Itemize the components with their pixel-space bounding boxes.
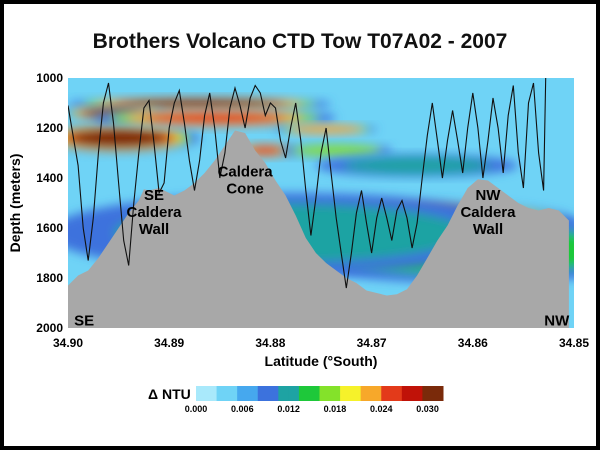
y-tick-label: 1800: [36, 271, 63, 285]
colorbar-swatch: [309, 386, 320, 401]
colorbar-swatch: [391, 386, 403, 401]
annotation-label: NW Caldera Wall: [460, 187, 516, 238]
annotation-line: Caldera: [127, 204, 183, 221]
colorbar-swatch: [340, 386, 351, 401]
annotation-line: Caldera: [460, 204, 516, 221]
y-tick-label: 1000: [36, 71, 63, 85]
turbidity-plume: [280, 143, 392, 158]
colorbar-swatch: [401, 386, 413, 401]
colorbar-swatch: [206, 386, 218, 401]
annotation-line: NW: [475, 187, 501, 204]
colorbar-swatch: [319, 386, 331, 401]
plume-contour: [143, 112, 287, 124]
colorbar-swatch: [226, 386, 238, 401]
plume-contour: [125, 100, 274, 109]
x-axis-ticks: 34.90 34.89 34.88 34.87 34.86 34.85: [53, 336, 589, 350]
y-tick-label: 1200: [36, 121, 63, 135]
annotation-label: SE: [74, 313, 94, 330]
annotation-line: Caldera: [218, 164, 274, 181]
annotation-line: SE: [144, 187, 164, 204]
colorbar-tick-label: 0.000: [185, 404, 208, 414]
colorbar-ticks: 0.000 0.006 0.012 0.018 0.024 0.030: [185, 404, 439, 414]
colorbar-swatch: [288, 386, 300, 401]
plume-contour: [300, 145, 372, 156]
colorbar-tick-label: 0.018: [324, 404, 347, 414]
colorbar-label: Δ NTU: [148, 386, 191, 402]
y-axis-label: Depth (meters): [7, 154, 23, 253]
y-tick-label: 2000: [36, 321, 63, 335]
colorbar-swatch: [298, 386, 310, 401]
colorbar-swatch: [350, 386, 362, 401]
annotation-line: NW: [544, 313, 570, 330]
x-tick-label: 34.86: [458, 336, 488, 350]
colorbar-swatch: [381, 386, 393, 401]
x-tick-label: 34.89: [154, 336, 184, 350]
plume-contour: [343, 157, 491, 174]
seafloor-profile: [68, 130, 569, 328]
colorbar-swatch: [329, 386, 341, 401]
colorbar-swatch: [278, 386, 290, 401]
annotation-label: SE Caldera Wall: [127, 187, 183, 238]
plot-area: [68, 78, 574, 328]
colorbar-swatch: [360, 386, 372, 401]
colorbar-swatch: [257, 386, 269, 401]
annotation-line: Wall: [139, 221, 169, 238]
colorbar-swatch: [237, 386, 248, 401]
colorbar-swatches: [196, 386, 444, 401]
y-tick-label: 1400: [36, 171, 63, 185]
annotation-label: NW: [544, 313, 570, 330]
colorbar-tick-label: 0.030: [416, 404, 439, 414]
x-tick-label: 34.88: [255, 336, 285, 350]
tow-path-line: [68, 78, 547, 289]
annotation-line: SE: [74, 313, 94, 330]
annotation-line: Wall: [473, 221, 503, 238]
colorbar-tick-label: 0.024: [370, 404, 393, 414]
plume-contour: [73, 129, 164, 147]
colorbar-swatch: [196, 386, 207, 401]
colorbar-swatch: [268, 386, 279, 401]
turbidity-plume: [315, 154, 519, 177]
y-axis-ticks: 1000 1200 1400 1600 1800 2000: [36, 71, 63, 335]
annotation-line: Cone: [226, 181, 264, 198]
colorbar-swatch: [432, 386, 444, 401]
x-tick-label: 34.87: [357, 336, 387, 350]
colorbar-tick-label: 0.012: [277, 404, 300, 414]
colorbar: Δ NTU 0.000 0.006 0.012 0.018 0.024 0.030: [148, 386, 444, 414]
colorbar-swatch: [370, 386, 382, 401]
colorbar-swatch: [216, 386, 228, 401]
x-tick-label: 34.85: [559, 336, 589, 350]
colorbar-tick-label: 0.006: [231, 404, 254, 414]
y-tick-label: 1600: [36, 221, 63, 235]
colorbar-swatch: [412, 386, 423, 401]
colorbar-swatch: [422, 386, 434, 401]
annotation-label: Caldera Cone: [218, 164, 274, 198]
x-tick-label: 34.90: [53, 336, 83, 350]
x-axis-label: Latitude (°South): [265, 353, 378, 369]
chart-title: Brothers Volcano CTD Tow T07A02 - 2007: [92, 30, 508, 53]
colorbar-swatch: [247, 386, 259, 401]
